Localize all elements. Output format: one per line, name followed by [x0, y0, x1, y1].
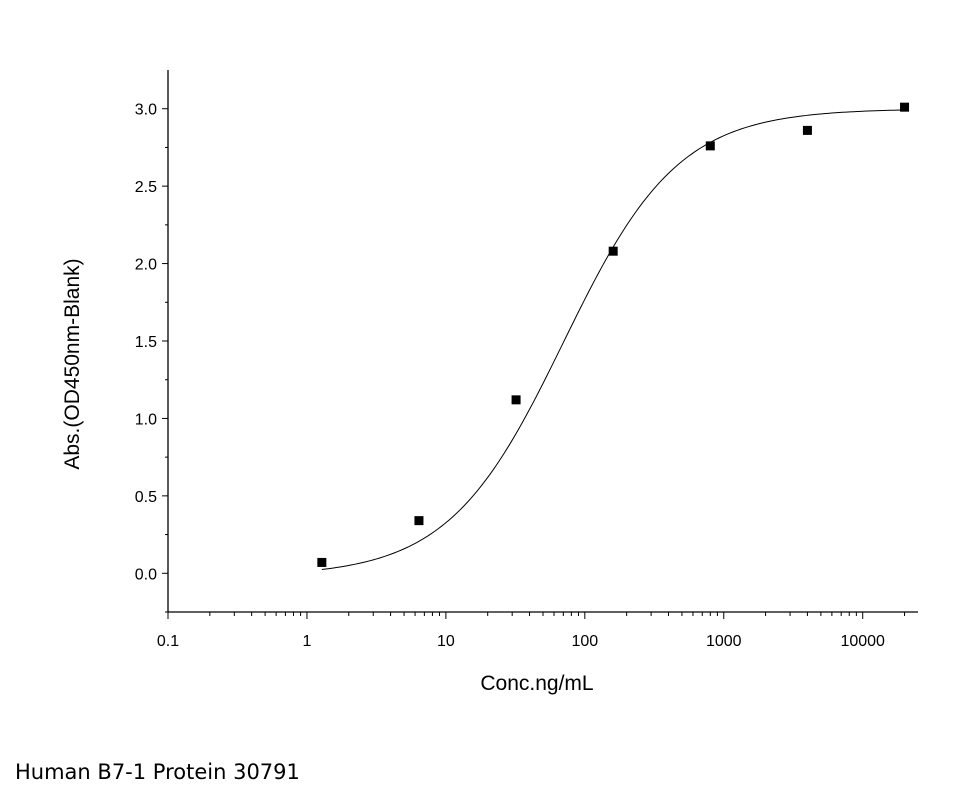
chart: 0.0 0.5 1.0 1.5 2.0 2.5 3.0 0.1 1 10 100 1000 10000…	[61, 70, 918, 695]
y-ticks: 0.0 0.5 1.0 1.5 2.0 2.5 3.0	[135, 102, 168, 613]
figure-caption: Human B7-1 Protein 30791	[15, 760, 300, 784]
x-tick-label: 0.1	[157, 633, 179, 650]
y-tick-label: 3.0	[135, 102, 157, 119]
x-ticks: 0.1 1 10 100 1000 10000	[157, 612, 906, 650]
y-tick-label: 0.5	[135, 489, 157, 506]
data-point	[317, 557, 327, 567]
x-tick-label: 100	[571, 633, 598, 650]
x-tick-label: 10	[437, 633, 455, 650]
fit-curve	[321, 109, 905, 570]
x-tick-label: 1	[302, 633, 311, 650]
data-point	[511, 395, 521, 405]
y-tick-label: 0.0	[135, 566, 157, 583]
data-point	[705, 141, 715, 151]
data-markers	[317, 102, 910, 567]
x-tick-label: 10000	[840, 633, 885, 650]
y-tick-label: 2.0	[135, 257, 157, 274]
y-tick-label: 1.5	[135, 334, 157, 351]
x-tick-label: 1000	[706, 633, 742, 650]
data-point	[608, 246, 618, 256]
data-point	[900, 102, 910, 112]
data-point	[802, 125, 812, 135]
y-tick-label: 2.5	[135, 179, 157, 196]
data-point	[414, 516, 424, 526]
x-axis-title: Conc.ng/mL	[480, 672, 593, 695]
y-axis-title: Abs.(OD450nm-Blank)	[61, 258, 84, 469]
y-tick-label: 1.0	[135, 411, 157, 428]
